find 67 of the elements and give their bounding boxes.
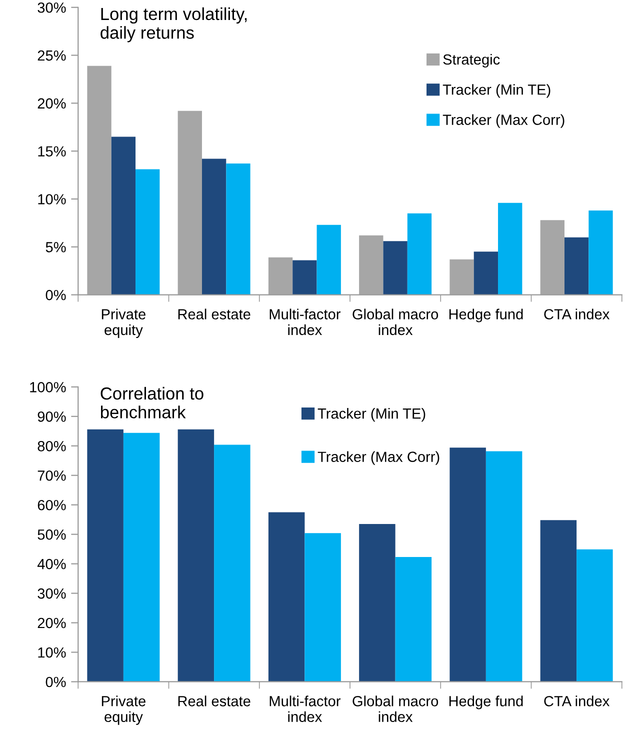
- x-tick-label: Hedge fund: [449, 308, 523, 322]
- bar: [450, 259, 474, 295]
- bar: [87, 429, 124, 682]
- text: Long term volatility, daily returns: [100, 7, 247, 42]
- y-tick-label: 90%: [38, 412, 66, 422]
- bar: [268, 512, 305, 682]
- bar: [292, 260, 317, 295]
- bar: [486, 451, 522, 682]
- y-tick-label: 80%: [38, 440, 66, 452]
- y-tick-label: 20%: [38, 98, 66, 109]
- bar: [226, 164, 250, 295]
- legend-label: Tracker (Min TE): [442, 84, 550, 98]
- chart-title: Correlation to benchmark: [100, 386, 204, 418]
- y-tick-label: 10%: [38, 194, 66, 204]
- bar: [359, 524, 396, 682]
- bar: [268, 257, 293, 295]
- legend-label: Tracker (Max Corr): [442, 114, 564, 128]
- y-tick-label: 40%: [37, 558, 66, 570]
- x-tick-label: Multi-factor index: [270, 696, 341, 722]
- x-tick-label: Hedge fund: [449, 696, 523, 710]
- bar: [498, 202, 522, 295]
- legend-label: Strategic: [443, 54, 500, 68]
- bar: [407, 213, 432, 295]
- y-tick-label: 15%: [38, 146, 66, 157]
- x-tick-label: Multi-factor index: [270, 308, 341, 336]
- y-tick-label: 60%: [38, 500, 66, 510]
- bar: [178, 429, 214, 682]
- bar: [576, 549, 613, 682]
- y-tick-label: 25%: [38, 50, 66, 61]
- bar: [202, 158, 226, 295]
- bar: [316, 224, 341, 295]
- y-tick-label: 0%: [46, 676, 66, 688]
- bar: [540, 520, 577, 682]
- bar: [359, 235, 384, 295]
- bar: [87, 66, 112, 295]
- bar: [178, 110, 202, 295]
- y-tick-label: 100%: [30, 382, 66, 392]
- x-tick-label: Global macro index: [352, 308, 438, 336]
- bar: [304, 533, 341, 682]
- x-tick-label: CTA index: [544, 308, 610, 320]
- bar: [111, 136, 136, 295]
- x-tick-label: Real estate: [178, 308, 250, 320]
- y-tick-label: 10%: [38, 647, 66, 658]
- bar: [564, 237, 589, 295]
- y-tick-label: 0%: [46, 290, 66, 300]
- y-tick-label: 70%: [38, 470, 66, 481]
- y-tick-label: 30%: [38, 588, 66, 599]
- bar: [383, 241, 408, 295]
- bar: [136, 169, 160, 295]
- x-tick-label: CTA index: [544, 696, 610, 706]
- bar: [123, 432, 160, 682]
- y-tick-label: 50%: [38, 529, 66, 540]
- bar: [450, 448, 486, 682]
- bar: [214, 444, 250, 682]
- y-tick-label: 5%: [46, 242, 66, 252]
- bar: [588, 210, 613, 295]
- x-tick-label: Real estate: [178, 696, 250, 706]
- y-tick-label: 30%: [38, 2, 66, 13]
- bar: [474, 252, 498, 295]
- bar: [395, 557, 432, 682]
- bar: [540, 220, 564, 295]
- x-tick-label: Global macro index: [352, 696, 438, 722]
- x-tick-label: Private equity: [102, 696, 146, 725]
- y-tick-label: 20%: [38, 618, 66, 628]
- x-tick-label: Private equity: [102, 308, 146, 338]
- legend-label: Tracker (Min TE): [318, 408, 426, 422]
- legend-label: Tracker (Max Corr): [318, 451, 440, 465]
